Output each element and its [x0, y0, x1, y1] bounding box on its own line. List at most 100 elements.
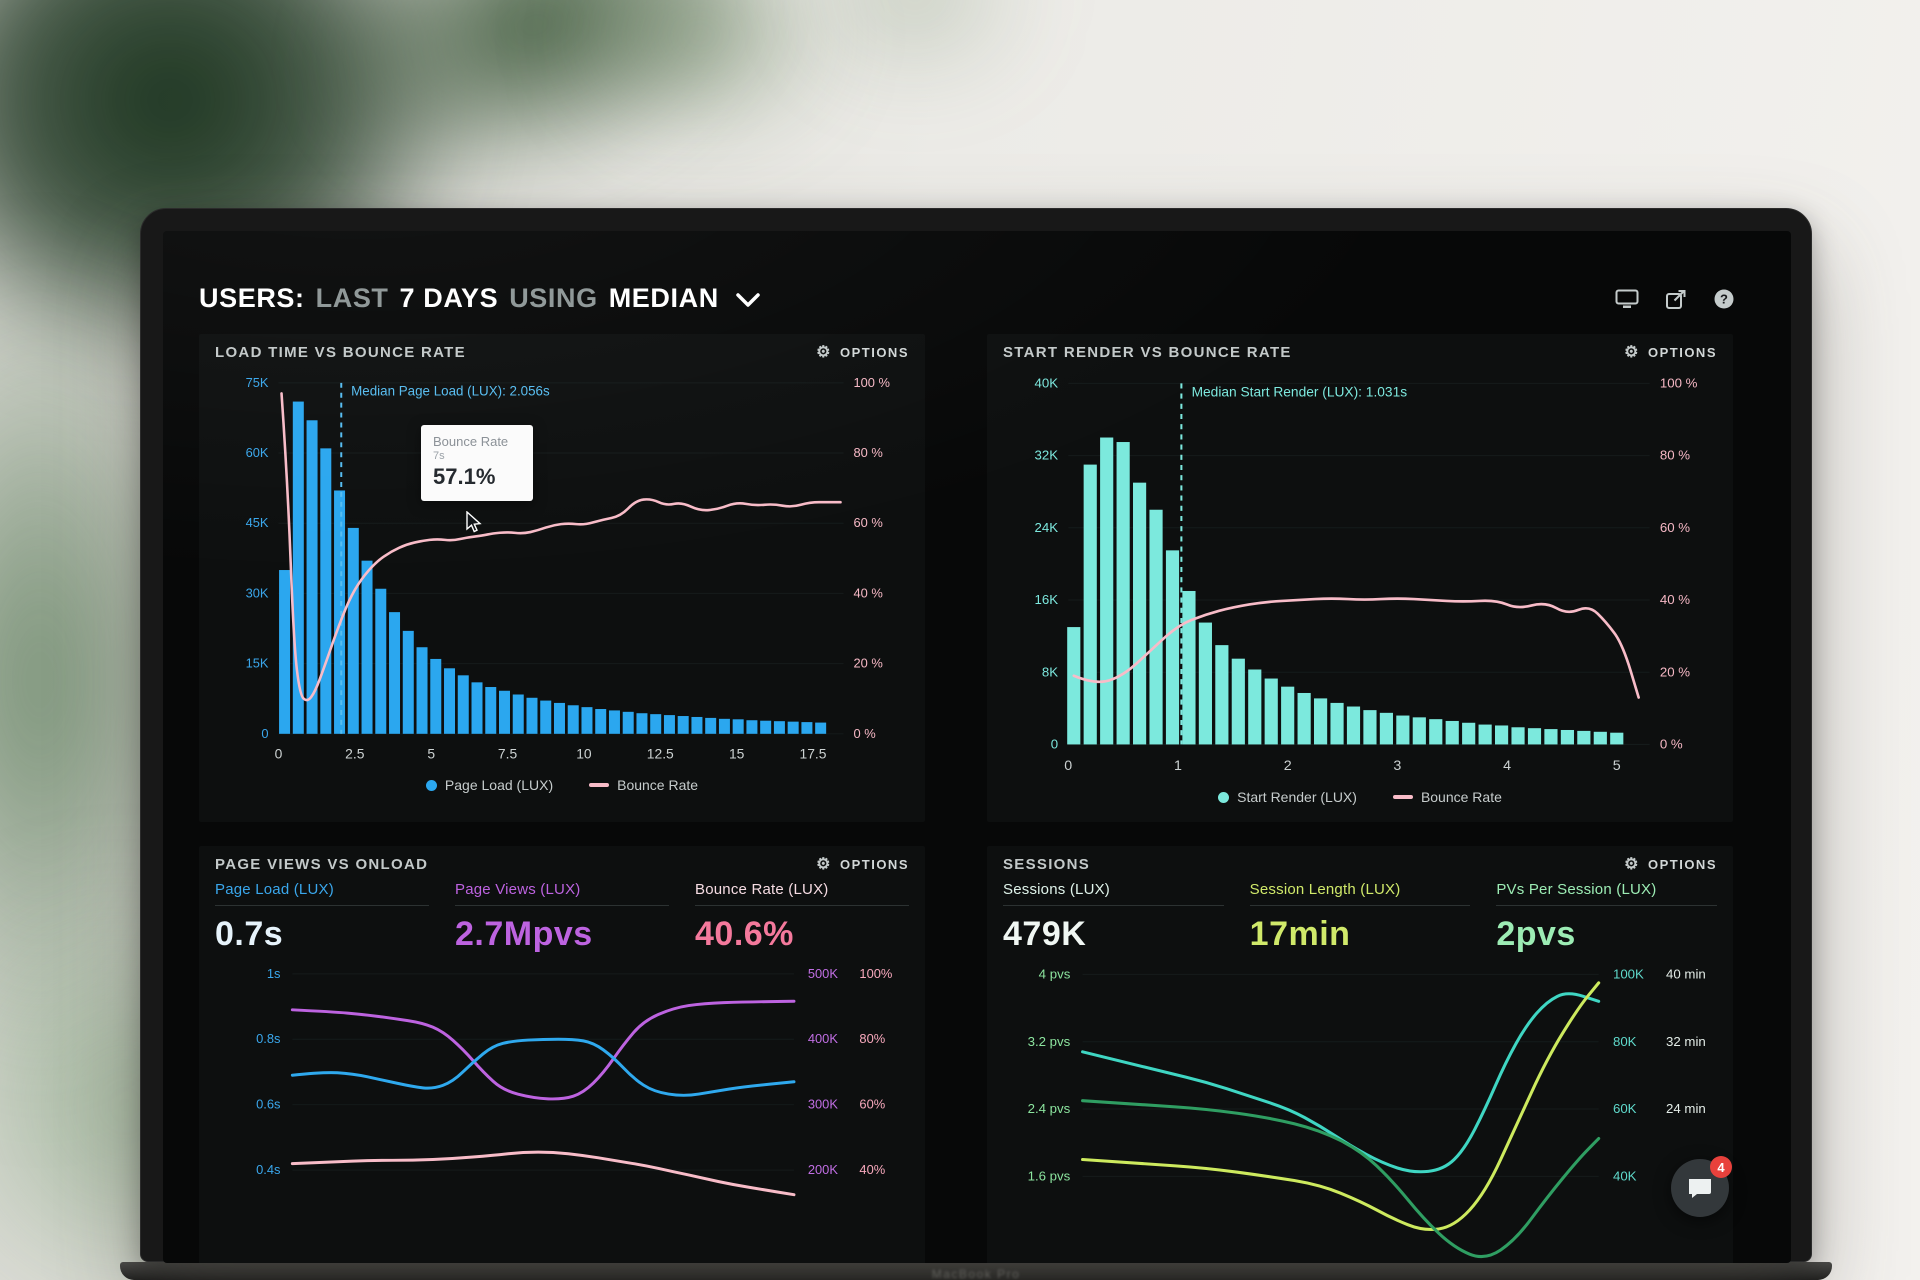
display-icon[interactable]	[1615, 289, 1639, 309]
metric-label: PVs Per Session (LUX)	[1496, 881, 1657, 898]
metrics-row: Page Load (LUX) 0.7s Page Views (LUX) 2.…	[199, 877, 925, 954]
metric-value: 2pvs	[1496, 915, 1576, 953]
options-button[interactable]: ⚙ OPTIONS	[1624, 855, 1717, 873]
legend-label: Start Render (LUX)	[1237, 789, 1357, 806]
metric-page-load: Page Load (LUX) 0.7s	[215, 881, 429, 954]
sessions-chart[interactable]: 4 pvs 100K 40 min 3.2 pvs 80K 32 min 2.4 pvs 60…	[1003, 954, 1717, 1263]
svg-text:24K: 24K	[1035, 520, 1059, 535]
series-line-swatch	[1392, 795, 1413, 800]
metric-sessions: Sessions (LUX) 479K	[1003, 881, 1224, 954]
legend-label: Page Load (LUX)	[444, 777, 554, 794]
start-render-chart[interactable]: 0 0 % 8K 20 % 16K 40 % 24K 60 % 32K 80 % 40K 100 % 0…	[1003, 365, 1717, 783]
chevron-down-icon	[736, 293, 760, 307]
svg-text:40 %: 40 %	[1660, 592, 1690, 607]
svg-text:2.5: 2.5	[345, 746, 365, 762]
svg-text:0 %: 0 %	[853, 726, 875, 741]
svg-text:400K: 400K	[808, 1031, 838, 1046]
plant-leaf	[560, 0, 840, 140]
svg-text:12.5: 12.5	[647, 746, 674, 762]
metric-divider	[1496, 905, 1718, 906]
options-label: OPTIONS	[839, 345, 909, 360]
gear-icon: ⚙	[1624, 855, 1640, 873]
gear-icon: ⚙	[816, 855, 832, 873]
svg-text:3: 3	[1393, 758, 1401, 774]
metric-divider	[215, 905, 429, 906]
legend-item: Bounce Rate	[1392, 789, 1502, 806]
panel-title: LOAD TIME VS BOUNCE RATE	[215, 344, 466, 361]
svg-text:0.4s: 0.4s	[256, 1162, 280, 1177]
help-icon[interactable]: ?	[1713, 288, 1735, 310]
svg-text:0: 0	[1051, 737, 1058, 752]
metric-label: Sessions (LUX)	[1003, 881, 1111, 898]
svg-text:8K: 8K	[1042, 664, 1058, 679]
title-segment: 7 DAYS	[399, 283, 499, 313]
svg-text:40K: 40K	[1035, 375, 1059, 390]
svg-text:75K: 75K	[246, 375, 269, 390]
svg-text:200K: 200K	[808, 1162, 838, 1177]
svg-text:3.2 pvs: 3.2 pvs	[1028, 1034, 1071, 1049]
svg-text:80 %: 80 %	[1660, 448, 1690, 463]
svg-text:500K: 500K	[808, 966, 838, 981]
svg-text:60 %: 60 %	[1660, 520, 1690, 535]
svg-text:100K: 100K	[1613, 966, 1644, 981]
metric-value: 40.6%	[695, 915, 794, 953]
laptop-brand-label: MacBook Pro	[931, 1267, 1021, 1280]
svg-text:0: 0	[1064, 758, 1072, 774]
svg-text:32 min: 32 min	[1666, 1034, 1706, 1049]
options-label: OPTIONS	[1647, 857, 1717, 872]
svg-text:0: 0	[261, 726, 268, 741]
panel-load-time: LOAD TIME VS BOUNCE RATE ⚙ OPTIONS 0 0 % 1…	[199, 334, 925, 822]
metric-page-views: Page Views (LUX) 2.7Mpvs	[455, 881, 669, 954]
panel-sessions: SESSIONS ⚙ OPTIONS Sessions (LUX) 479K S…	[987, 846, 1733, 1263]
svg-text:0.8s: 0.8s	[256, 1031, 280, 1046]
metric-value: 2.7Mpvs	[455, 915, 593, 953]
svg-text:40K: 40K	[1613, 1168, 1637, 1183]
metric-session-length: Session Length (LUX) 17min	[1249, 881, 1471, 954]
gear-icon: ⚙	[1624, 343, 1640, 361]
options-button[interactable]: ⚙ OPTIONS	[816, 855, 909, 873]
metrics-row: Sessions (LUX) 479K Session Length (LUX)…	[987, 877, 1733, 954]
metric-value: 479K	[1003, 915, 1087, 953]
svg-text:1: 1	[1174, 758, 1182, 774]
legend-label: Bounce Rate	[617, 777, 699, 794]
svg-text:7.5: 7.5	[498, 746, 518, 762]
svg-text:20 %: 20 %	[853, 656, 882, 671]
svg-text:1.6 pvs: 1.6 pvs	[1028, 1168, 1071, 1183]
load-time-chart[interactable]: 0 0 % 15K 20 % 30K 40 % 45K 60 % 60K 80 % 75K 100 %…	[215, 365, 909, 771]
metric-divider	[695, 905, 909, 906]
svg-text:60%: 60%	[859, 1097, 885, 1112]
title-segment: USING	[509, 283, 598, 313]
svg-text:2.4 pvs: 2.4 pvs	[1028, 1101, 1071, 1116]
panel-title: START RENDER VS BOUNCE RATE	[1003, 344, 1292, 361]
svg-text:15K: 15K	[246, 656, 269, 671]
page-views-chart[interactable]: 1s 500K 100% 0.8s 400K 80% 0.6s 300K 60% 0.4s 200K…	[215, 954, 909, 1263]
share-icon[interactable]	[1665, 288, 1687, 310]
dashboard-screen: USERS: LAST 7 DAYS USING MEDIAN ?	[163, 231, 1791, 1263]
svg-text:4: 4	[1503, 758, 1511, 774]
options-label: OPTIONS	[839, 857, 909, 872]
svg-text:80 %: 80 %	[853, 445, 882, 460]
chat-launcher-button[interactable]: 4	[1671, 1156, 1732, 1217]
metric-pvs-per-session: PVs Per Session (LUX) 2pvs	[1496, 881, 1718, 954]
svg-text:?: ?	[1720, 291, 1728, 306]
options-button[interactable]: ⚙ OPTIONS	[1624, 343, 1717, 361]
chat-icon	[1689, 1179, 1711, 1198]
metric-divider	[1249, 905, 1471, 906]
toolbar: ?	[1615, 288, 1735, 310]
chat-unread-badge: 4	[1710, 1156, 1732, 1178]
tooltip-value: 57.1%	[433, 464, 496, 489]
svg-text:17.5: 17.5	[800, 746, 827, 762]
legend-label: Bounce Rate	[1420, 789, 1502, 806]
svg-text:5: 5	[1613, 758, 1621, 774]
legend-item: Page Load (LUX)	[425, 777, 554, 794]
gear-icon: ⚙	[816, 343, 832, 361]
options-button[interactable]: ⚙ OPTIONS	[816, 343, 909, 361]
metric-label: Bounce Rate (LUX)	[695, 881, 829, 898]
metric-divider	[1003, 905, 1224, 906]
title-segment: LAST	[315, 283, 389, 313]
svg-text:Median Start Render (LUX): 1.0: Median Start Render (LUX): 1.031s	[1192, 385, 1408, 400]
svg-text:30K: 30K	[246, 585, 269, 600]
users-range-dropdown[interactable]: USERS: LAST 7 DAYS USING MEDIAN	[199, 283, 760, 314]
chart-legend: Start Render (LUX) Bounce Rate	[987, 783, 1733, 815]
